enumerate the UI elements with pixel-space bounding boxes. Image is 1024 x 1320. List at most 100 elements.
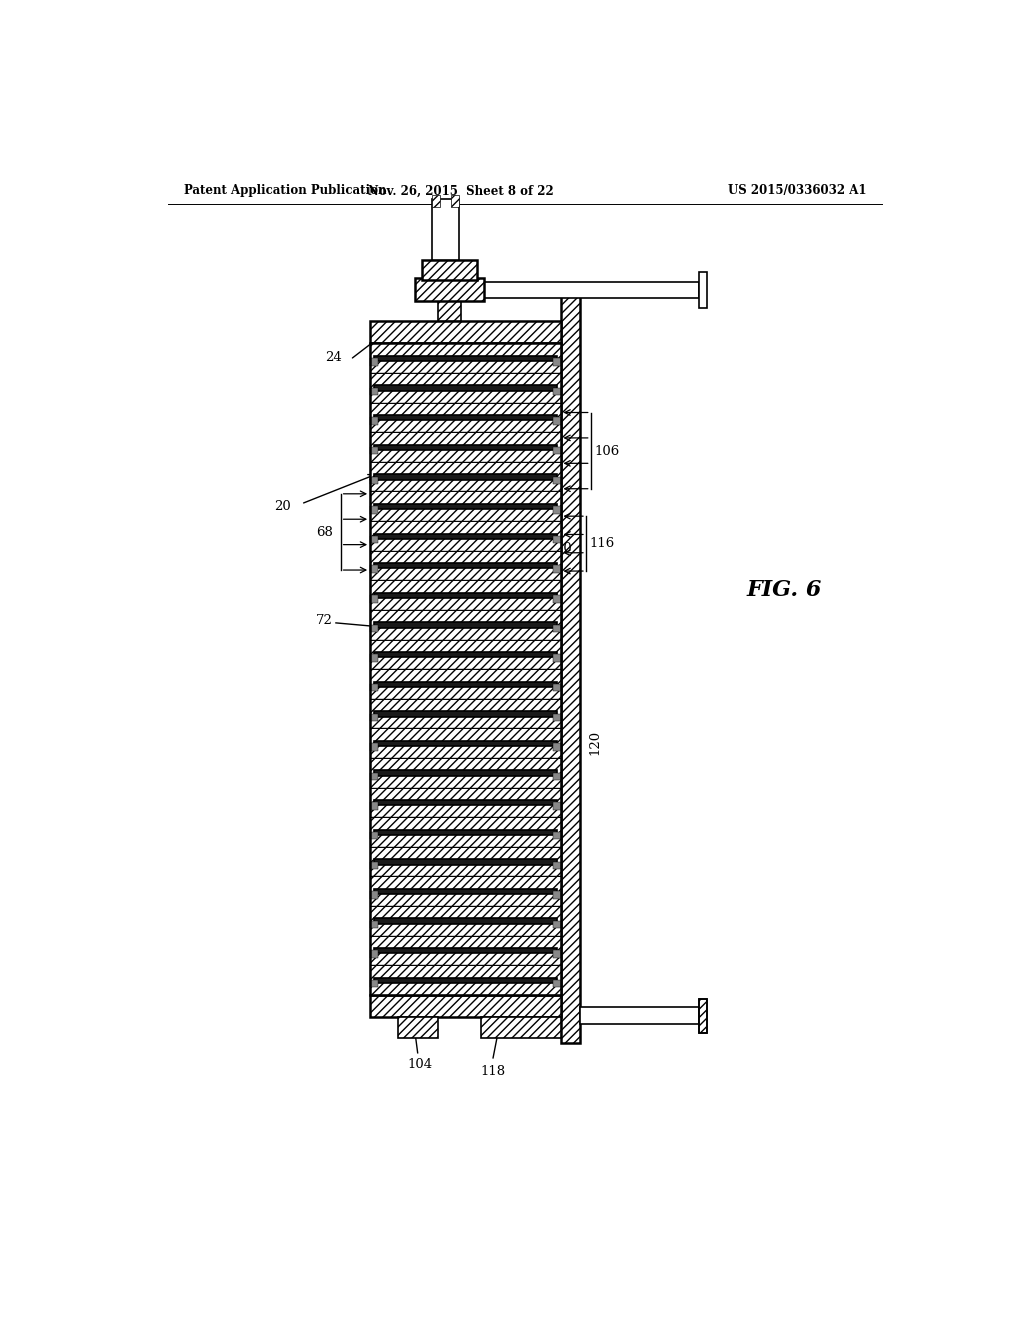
Bar xyxy=(374,681,557,686)
Bar xyxy=(374,800,557,805)
Bar xyxy=(370,891,378,899)
Bar xyxy=(370,403,560,432)
Bar xyxy=(370,374,560,403)
Bar xyxy=(370,743,378,751)
Bar xyxy=(553,803,560,809)
Bar xyxy=(374,414,557,420)
Bar xyxy=(370,358,378,366)
Bar xyxy=(699,999,708,1032)
Text: 68: 68 xyxy=(315,525,333,539)
Bar xyxy=(370,979,378,987)
Bar xyxy=(699,999,708,1032)
Bar xyxy=(370,447,378,454)
Bar xyxy=(370,729,560,758)
Bar xyxy=(374,385,557,391)
Bar xyxy=(553,891,560,899)
Bar xyxy=(553,714,560,721)
Bar xyxy=(553,565,560,573)
Bar xyxy=(483,282,699,297)
Text: 10: 10 xyxy=(555,541,571,554)
Bar xyxy=(553,624,560,632)
Bar xyxy=(553,772,560,780)
Bar xyxy=(553,358,560,366)
Bar xyxy=(370,965,560,995)
Bar xyxy=(374,830,557,836)
Bar xyxy=(374,504,557,510)
Bar xyxy=(553,507,560,513)
Bar xyxy=(432,195,440,207)
Bar xyxy=(370,507,378,513)
Text: 10: 10 xyxy=(386,541,402,554)
Bar xyxy=(374,533,557,539)
Bar xyxy=(374,622,557,628)
Bar xyxy=(553,950,560,958)
Bar xyxy=(370,491,560,521)
Text: 116: 116 xyxy=(590,537,615,550)
Text: 20: 20 xyxy=(274,499,291,512)
Bar xyxy=(370,477,378,484)
Text: US 2015/0336032 A1: US 2015/0336032 A1 xyxy=(727,185,866,198)
Bar xyxy=(370,462,560,491)
Bar xyxy=(370,343,560,995)
Bar xyxy=(553,536,560,544)
Bar xyxy=(370,714,378,721)
Bar xyxy=(553,595,560,602)
Bar xyxy=(374,741,557,746)
Bar xyxy=(370,832,378,840)
Bar xyxy=(553,684,560,692)
Bar xyxy=(370,698,560,729)
Bar xyxy=(560,296,581,1043)
Bar xyxy=(370,550,560,581)
Text: Patent Application Publication: Patent Application Publication xyxy=(183,185,386,198)
Bar xyxy=(374,919,557,924)
Bar xyxy=(374,474,557,479)
Bar xyxy=(370,788,560,817)
Bar xyxy=(370,669,560,698)
Bar xyxy=(374,564,557,569)
Bar xyxy=(370,417,378,425)
Bar xyxy=(370,565,378,573)
Bar xyxy=(370,847,560,876)
Bar xyxy=(422,260,477,280)
Bar xyxy=(370,936,560,965)
Bar xyxy=(374,859,557,865)
Bar xyxy=(370,950,378,958)
Bar xyxy=(553,921,560,928)
Bar xyxy=(374,652,557,657)
Bar xyxy=(374,445,557,450)
Text: FIG. 6: FIG. 6 xyxy=(748,579,822,602)
Bar xyxy=(370,610,560,639)
Bar xyxy=(374,948,557,953)
Bar xyxy=(370,321,560,343)
Bar xyxy=(370,521,560,550)
Bar xyxy=(481,1018,560,1038)
Bar xyxy=(370,758,560,788)
Bar xyxy=(451,195,459,207)
Text: Nov. 26, 2015  Sheet 8 of 22: Nov. 26, 2015 Sheet 8 of 22 xyxy=(369,185,554,198)
Bar xyxy=(553,447,560,454)
Bar xyxy=(432,199,459,260)
Bar xyxy=(370,655,378,661)
Bar xyxy=(553,417,560,425)
Bar xyxy=(370,536,378,544)
Text: 72: 72 xyxy=(315,614,333,627)
Bar xyxy=(370,581,560,610)
Bar xyxy=(437,298,461,321)
Bar xyxy=(370,817,560,847)
Bar xyxy=(370,343,560,374)
Bar xyxy=(374,771,557,776)
Bar xyxy=(370,995,560,1018)
Bar xyxy=(370,906,560,936)
Bar xyxy=(374,356,557,362)
Bar xyxy=(370,803,378,809)
Bar xyxy=(370,432,560,462)
Bar xyxy=(553,655,560,661)
Bar xyxy=(374,888,557,894)
Bar xyxy=(397,1018,437,1038)
Bar xyxy=(553,388,560,395)
Bar xyxy=(553,477,560,484)
Text: 24: 24 xyxy=(326,351,342,364)
Bar xyxy=(581,1007,699,1024)
Bar xyxy=(370,595,378,602)
Bar xyxy=(374,593,557,598)
